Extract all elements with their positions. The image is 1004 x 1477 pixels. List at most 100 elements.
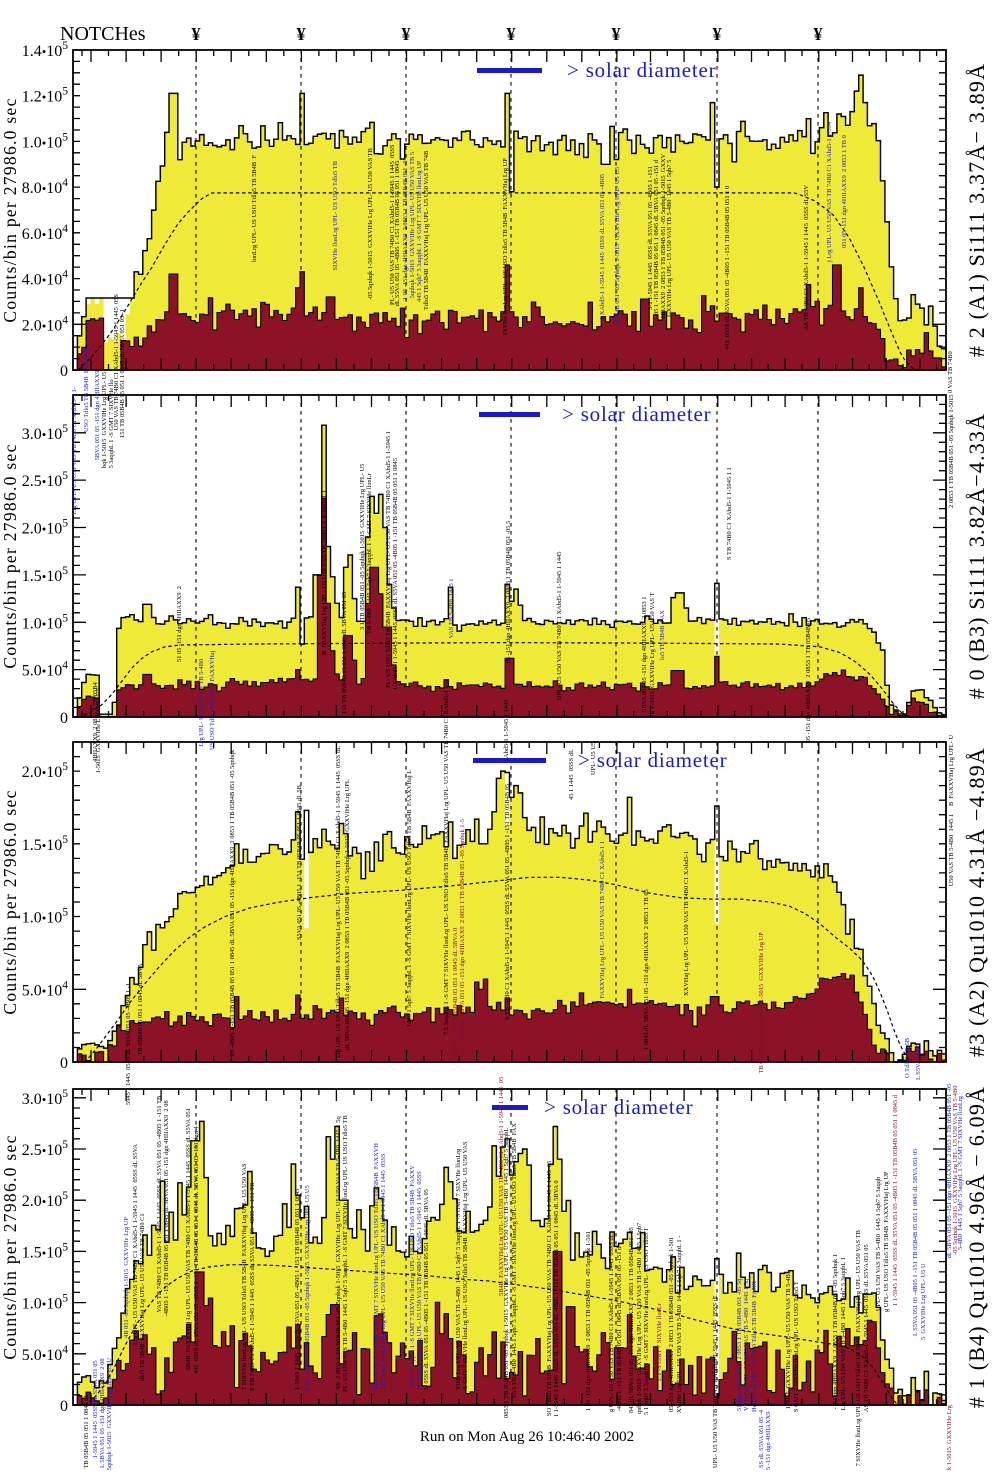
svg-text:VAS TB 5-4B0 1445 1 5qb7 5 3a: VAS TB 5-4B0 1445 1 5qb7 5 3aqqbL 1 -S G… [511,1123,518,1400]
svg-text:VIHe Lrg UPL- U5 U50 VAS TB 5-: VIHe Lrg UPL- U5 U50 VAS TB 5-4B0 1445 1… [455,1148,462,1390]
svg-text:05 1 -151 TB 05B4B 05 051 1 08: 05 1 -151 TB 05B4B 05 051 1 0845 dL 5BVA… [653,159,660,315]
svg-text:AS TB 74B0 C1 XAbd5-1 1-5945 1: AS TB 74B0 C1 XAbd5-1 1-5945 1 1445 05SS… [863,1244,870,1412]
svg-text:UPL- U5 U50 VAS TB 5-4B0 1445: UPL- U5 U50 VAS TB 5-4B0 1445 1 5qb7 5 3… [875,1177,882,1311]
svg-text:UPL- U5 U50 VAS TB 74B0 C1 XAb: UPL- U5 U50 VAS TB 74B0 C1 XAbd5-1 1-594… [712,1293,719,1468]
svg-text:Lrg UPL- US USO Tdlo5 TB 5B4B: Lrg UPL- US USO Tdlo5 TB 5B4B FAXXVHaj L… [335,746,342,1058]
svg-text:45 1 1445 05SS dL: 45 1 1445 05SS dL [568,749,575,800]
svg-text:Abd5-1 1-5945 1 1445: Abd5-1 1-5945 1 1445 [503,696,510,758]
svg-text:lo5 TB 5B4B FAX: lo5 TB 5B4B FAX [659,610,666,660]
svg-text:445 05SS dL S5VA 051 05 -4B05: 445 05SS dL S5VA 051 05 -4B05 1 -151 TB … [724,186,731,350]
svg-text:> solar diameter: > solar diameter [567,58,716,82]
svg-text:> solar diameter: > solar diameter [578,748,727,772]
svg-text:S TB 74B0 C1 XAbd5-1 1-5945 1: S TB 74B0 C1 XAbd5-1 1-5945 1 1445 05SS … [249,1183,256,1391]
svg-text:XX9 2 0853 1 TB 05B4B 051 -05: XX9 2 0853 1 TB 05B4B 051 -05 5qnbqk 1-5… [304,1185,311,1391]
svg-text:j Lrg UPL- U5 U50 VAS TB 74B0: j Lrg UPL- U5 U50 VAS TB 74B0 C1 XAbd5-1… [826,121,833,263]
svg-text:5BVA 051 05 -151 dgn 4HIIAXX9: 5BVA 051 05 -151 dgn 4HIIAXX9 [94,369,101,462]
svg-text:445 05SS dL S5VA 051 05 -4B05: 445 05SS dL S5VA 051 05 -4B05 1 -151 TB … [193,1125,200,1374]
svg-text:Lrg UPL- U5 U50 VAS TB 5-4B0: Lrg UPL- U5 U50 VAS TB 5-4B0 1445 1 5qb7… [840,1257,847,1412]
svg-text:US USO Tdlo5 TB 5B4B FAXXVHaj: US USO Tdlo5 TB 5B4B FAXXVHaj [209,649,216,750]
svg-text:0: 0 [60,1398,68,1415]
svg-text:05 -4B05 1 -151 TB 05B4B 05 05: 05 -4B05 1 -151 TB 05B4B 05 051 1 0845 d… [229,748,236,1058]
svg-text:1 05 -151 dgn 4HIIAXX9 2 0853: 1 05 -151 dgn 4HIIAXX9 2 0853 1 TB 05B4B… [402,161,409,300]
svg-text:Lrg UPL- U5 U50 VAS TB 74B0 C1: Lrg UPL- U5 U50 VAS TB 74B0 C1 XAbd5-1 1… [71,387,78,516]
svg-text:VAS TB 74B0 C1 XAbd5-1 1-5945: VAS TB 74B0 C1 XAbd5-1 1-5945 1 1445 05S… [156,1096,163,1314]
svg-text:5qb7 5 3aqqbL 1 -S GMT 7 SIXVH: 5qb7 5 3aqqbL 1 -S GMT 7 SIXVHe llonLrg … [409,1165,416,1390]
svg-text:1-5015 GXXVIHe Lrg UPL- U5: 1-5015 GXXVIHe Lrg UPL- U5 [95,688,102,775]
svg-text:S5VA 051 05 -4B05 1 -151 TB 05: S5VA 051 05 -4B05 1 -151 TB 05B4B 05 051… [296,785,303,940]
svg-text:3 1 TB 05B4B 051 -05 5qnbqk 1-: 3 1 TB 05B4B 051 -05 5qnbqk 1-5015 GXXVI… [359,464,366,630]
svg-text:B FAXXVHaj Lrg UPL- U: B FAXXVHaj Lrg UPL- U [948,735,955,806]
svg-text:051 05 -151 dgn 4HIIAXX9 2 08: 051 05 -151 dgn 4HIIAXX9 2 0853 1 TB 0 [841,135,848,248]
svg-text:5 1 5qb7 5 3aqqbL 1 -S GMT 7 S: 5 1 5qb7 5 3aqqbL 1 -S GMT 7 SIXVHe llon… [643,1228,650,1415]
svg-text:1 1-5945 1 1445 05SS dL S5VA: 1 1-5945 1 1445 05SS dL S5VA 051 05 -4B0… [892,1094,899,1306]
svg-text:1.5•105: 1.5•105 [22,1241,69,1261]
svg-text:O Tdlo5 TB 5B: O Tdlo5 TB 5B [904,1038,911,1078]
svg-text:¥: ¥ [192,24,201,44]
svg-text:He llonLrg UPL- US USO Tdlo5 T: He llonLrg UPL- US USO Tdlo5 TB 5B4B FAX… [751,1281,758,1412]
svg-text:5 3aqqbL 1 -S GMT 7 SIXVHe llo: 5 3aqqbL 1 -S GMT 7 SIXVHe llo [108,379,115,470]
svg-text:-4B05 1 -151 TB 05B4B 05 051 1: -4B05 1 -151 TB 05B4B 05 051 1 0845 dL 5… [452,928,459,1060]
svg-text:g UPL- US USO Tdlo5 TB 5B4B F: g UPL- US USO Tdlo5 TB 5B4B FAXXVHaj Lrg… [883,1171,890,1312]
svg-text:7 SIXVHe llonLrg UPL- US USO T: 7 SIXVHe llonLrg UPL- US USO Tdlo5 TB 5B… [855,1229,862,1468]
svg-text:L 5BVA 051 05 -151 dgn 4HIIAXX: L 5BVA 051 05 -151 dgn 4HIIAXX9 2 08 [99,1358,106,1468]
svg-text:NOTCHes: NOTCHes [60,23,146,45]
svg-text:4HIIAXX9 2 0853 1 TB 05B4: 4HIIAXX9 2 0853 1 TB 05B4 [92,681,99,762]
svg-text:-05 5qnbqk 1-5015 GXXVIHe Lrg: -05 5qnbqk 1-5015 GXXVIHe Lrg UPL- U5 U5… [952,1084,959,1255]
svg-text:8.0•104: 8.0•104 [22,177,69,197]
svg-text:3.0•105: 3.0•105 [22,1088,69,1108]
svg-text:> solar diameter: > solar diameter [544,1095,693,1119]
svg-text:051 1 0845 dL 5BVA 051 05 -151: 051 1 0845 dL 5BVA 051 05 -151 dgn 4HIIA… [459,819,466,1055]
svg-text:5qnbqk 1-5015 GXXVIHe Lrg UPL: 5qnbqk 1-5015 GXXVIHe Lrg UPL- U5 U [106,1358,113,1472]
svg-text:Counts/bin per 27986.0 sec: Counts/bin per 27986.0 sec [0,789,20,1014]
svg-text:-4B05 1 -151 TB 05B4B 05 051 1: -4B05 1 -151 TB 05B4B 05 051 1 0845 dL 5… [163,1100,170,1318]
svg-text:151 TB 05B4B 05 051 1 0845 dL: 151 TB 05B4B 05 051 1 0845 dL 5BVA 051 0… [119,309,126,438]
svg-text:1.0•105: 1.0•105 [22,907,69,927]
svg-text:# 0 (B3) Si111 3.82Å−4.33Å: # 0 (B3) Si111 3.82Å−4.33Å [964,413,989,699]
svg-text:> solar diameter: > solar diameter [562,402,711,426]
svg-text:L S5VA 051 0: L S5VA 051 0 [915,1044,922,1080]
svg-text:4B 051 -05 5qnbqk 1-5015 GXXV: 4B 051 -05 5qnbqk 1-5015 GXXVIHe Lrg UP [123,1217,130,1338]
svg-text:¥: ¥ [297,24,306,44]
svg-text:5qnbqk 1-5015 GXXVIHe Lrg UPL: 5qnbqk 1-5015 GXXVIHe Lrg UPL- U5 U50 VA… [409,152,416,300]
svg-text:bqk 1-5015 GXXVIHe Lrg UPL- U: bqk 1-5015 GXXVIHe Lrg UPL- U5 [101,372,108,468]
svg-text:-05 5qnbqk 1-5015 GXXVIHe Lrg: -05 5qnbqk 1-5015 GXXVIHe Lrg UPL- U5 U5… [367,147,374,300]
svg-text:# 2 (A1) Si111 3.37Å− 3.89Å: # 2 (A1) Si111 3.37Å− 3.89Å [964,63,989,357]
svg-text:-151 dgn 4HIIAXX9 2 0853 1 TB: -151 dgn 4HIIAXX9 2 0853 1 TB 05B4B 051 … [832,1254,839,1411]
svg-text:¥: ¥ [402,24,411,44]
svg-text:2.0•105: 2.0•105 [22,761,69,781]
svg-text:5.0•104: 5.0•104 [22,1344,69,1364]
svg-text:1445 1 5qb7 5 3aqqbL 1 -S GMT: 1445 1 5qb7 5 3aqqbL 1 -S GMT 7 SIXVHe l… [406,770,413,1027]
svg-text:UPL- U5 U50 VAS TB 74B0 C1 XAb: UPL- U5 U50 VAS TB 74B0 C1 XAbd5-1 1-594… [556,552,563,700]
svg-text:lonLrg UPL- US USO Tdlo5 TB 5B: lonLrg UPL- US USO Tdlo5 TB 5B4B F [251,155,258,262]
svg-text:445 1 5qb7 5 3aqqbL 1 -S GMT 7: 445 1 5qb7 5 3aqqbL 1 -S GMT 7 SIXVHe ll… [416,160,423,302]
svg-text:VIHe Lrg UPL- U5 U50 VAS TB 5-: VIHe Lrg UPL- U5 U50 VAS TB 5-4B0 1445 1… [743,1278,750,1411]
svg-text:L 1 -S GMT 7 SIXVHe llonLr: L 1 -S GMT 7 SIXVHe llonLr [656,1302,663,1381]
svg-text:05 -151 dgn 4HIIAXX9 2 0853 1: 05 -151 dgn 4HIIAXX9 2 0853 1 TB 05B4B 0… [805,618,812,744]
svg-text:1 1-5945 1 1445 05SS dL S5VA: 1 1-5945 1 1445 05SS dL S5VA 051 05 -4B0… [553,1180,560,1417]
svg-text:dlo5 TB 5B4B FAXXVHaj Lrg UPL: dlo5 TB 5B4B FAXXVHaj Lrg UPL- U5 U50 VA… [139,1213,146,1381]
svg-text:U50 VAS TB 74B0 C1 XAbd5-1 1-5: U50 VAS TB 74B0 C1 XAbd5-1 1-5945 1 1445… [113,294,120,432]
svg-text:1 XAbd5-1 1-5945 1 1445 05SS: 1 XAbd5-1 1-5945 1 1445 05SS dL S5VA 051… [392,456,399,690]
svg-text:PL- US USO Tdlo5 TB 5B4B FAXX: PL- US USO Tdlo5 TB 5B4B FAXXVHaj Lrg UP… [385,431,392,688]
svg-text:g UPL- U5 U50 VAS TB 74B0 C1 X: g UPL- U5 U50 VAS TB 74B0 C1 XAbd5-1 1-5… [608,1232,615,1412]
svg-text:Lrg UPL- U5 U50 VAS TB 74B0 C1: Lrg UPL- U5 U50 VAS TB 74B0 C1 XAbd5-1 1… [132,1143,139,1345]
svg-text:¥: ¥ [507,24,516,44]
svg-text:k 1-5015 GXXVIHe Lrg UPL- U5: k 1-5015 GXXVIHe Lrg UPL- U5 U50 VAS T [649,592,656,714]
svg-text:PL- U5 U50 VAS TB 74B0 C1 XAbd: PL- U5 U50 VAS TB 74B0 C1 XAbd5-1 1-5945… [389,144,396,305]
svg-text:k 1-5015 GXXVIHe Lrg: k 1-5015 GXXVIHe Lrg [946,1404,953,1470]
svg-text:1-5945 1 1445 05SS dL S5VA 05: 1-5945 1 1445 05SS dL S5VA 051 05 -4B05 … [294,1187,301,1390]
svg-text:05 -151 dgn 4HIIAXX9 2 0853 1: 05 -151 dgn 4HIIAXX9 2 0853 1 TB 05B4B 0… [505,521,512,665]
svg-text:dL S5VA 051 05 -4B05 1 -151 TB: dL S5VA 051 05 -4B05 1 -151 TB 05B4B 05 … [394,159,401,308]
svg-text:AS TB 74B0 C1 XAbd5-1 1-5945 1: AS TB 74B0 C1 XAbd5-1 1-5945 1 1445 05SS… [803,185,810,330]
svg-text:Counts/bin per 27986.0 sec: Counts/bin per 27986.0 sec [0,97,20,322]
svg-text:1445 1 5qb7 5 3aqqbL 1 -S GMT: 1445 1 5qb7 5 3aqqbL 1 -S GMT 7 SIXVHe l… [373,1143,380,1390]
svg-text:TB 05B4B 051 -05 5qnbqk 1-5015: TB 05B4B 051 -05 5qnbqk 1-5015 GXXVIHe L… [758,932,765,1075]
svg-text:5-4B0 1445 1 5qb7 5 3aqqbL 1: 5-4B0 1445 1 5qb7 5 3aqqbL 1 -S GMT 7 SI… [957,1095,964,1250]
svg-text:TB 5-4B0 1445 1 5qb7 5 3aqqbL: TB 5-4B0 1445 1 5qb7 5 3aqqbL 1 -S GMT 7… [366,472,373,634]
svg-text:1 XAbd5-1 1-5945 1 1445 05SS: 1 XAbd5-1 1-5945 1 1445 05SS dL S5VA 051… [599,172,606,320]
svg-text:# 1 (B4) Qu1010 4.96Å − 6.09Å: # 1 (B4) Qu1010 4.96Å − 6.09Å [964,1086,989,1408]
svg-text:5BVA 051 05 -151 dgn 4HIIAXX9: 5BVA 051 05 -151 dgn 4HIIAXX9 2 0853 1 [641,597,648,712]
svg-text:dL 5BVA 051 05 -151 dgn 4HIIAX: dL 5BVA 051 05 -151 dgn 4HIIAXX9 2 0853 … [344,779,351,1050]
svg-text:XVIHe Lrg UPL- U5 U50 VAS TB 5: XVIHe Lrg UPL- U5 U50 VAS TB 5-4B0 1445 … [676,1236,683,1413]
svg-text:51 05 -151 dgn 4HIIAXX9 2: 51 05 -151 dgn 4HIIAXX9 2 [176,584,183,662]
